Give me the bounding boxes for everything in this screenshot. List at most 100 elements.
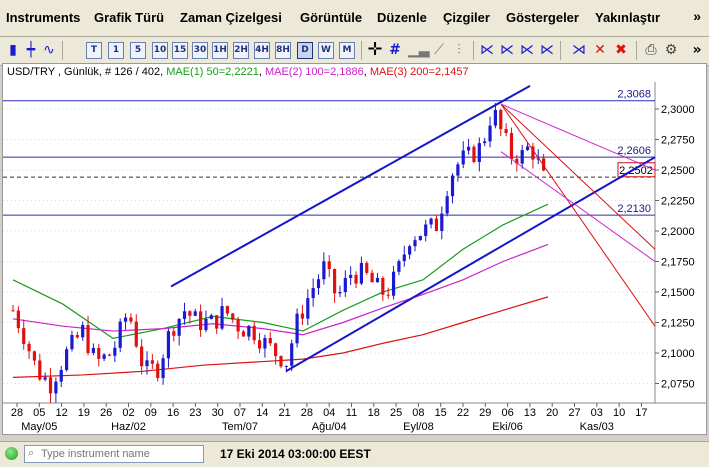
level-label: 2,2606 (617, 145, 651, 157)
timeframe-10m-button[interactable]: 10 (152, 42, 168, 59)
candle-up (91, 347, 95, 353)
mae1-line (12, 203, 549, 339)
y-tick-label: 2,2250 (661, 196, 695, 208)
select-drawing-icon[interactable]: ⋊ (572, 42, 586, 58)
toolbar-separator (473, 41, 474, 60)
timeframe-8h-button[interactable]: 8H (275, 42, 291, 59)
x-tick-label: 21 (278, 407, 290, 419)
volume-bars-icon[interactable]: ▁▃ (408, 42, 430, 58)
x-tick-label: 22 (457, 407, 469, 419)
toolbar: ▮ ┿ ∿ T 1 5 10 15 30 1H 2H 4H 8H D W M ✛… (0, 37, 709, 66)
candle-up (375, 277, 380, 283)
candle-down (257, 340, 262, 349)
timeframe-2h-button[interactable]: 2H (233, 42, 249, 59)
x-tick-label: 14 (256, 407, 268, 419)
menu-bar: Instruments Grafik Türü Zaman Çizelgesi … (0, 0, 709, 37)
timeframe-1m-button[interactable]: 1 (108, 42, 124, 59)
toolbar-separator (361, 41, 362, 60)
x-month-label: Eki/06 (492, 421, 523, 433)
timeframe-tick-button[interactable]: T (86, 42, 102, 59)
delete-drawing-icon[interactable]: ✕ (594, 42, 606, 58)
x-tick-label: 28 (301, 407, 313, 419)
x-tick-label: 16 (167, 407, 179, 419)
level-label: 2,3068 (617, 89, 651, 101)
candle-up (338, 292, 342, 294)
timeframe-30m-button[interactable]: 30 (192, 42, 208, 59)
candle-up (536, 158, 540, 160)
candle-down (11, 310, 15, 312)
candle-up (177, 318, 181, 336)
fan-line (500, 151, 656, 262)
x-tick-label: 17 (635, 407, 647, 419)
x-month-label: Ağu/04 (312, 421, 347, 433)
grid-icon[interactable]: # (389, 42, 401, 58)
candle-up (445, 196, 449, 214)
candle-up (450, 175, 455, 197)
candle-down (188, 311, 192, 316)
legend-mae1: MAE(1) 50=2,2221 (166, 66, 259, 78)
candle-down (236, 319, 240, 332)
connection-status-icon (5, 447, 18, 460)
x-tick-label: 03 (591, 407, 603, 419)
toolbar-overflow-icon[interactable]: » (692, 42, 702, 58)
fibonacci-time-icon[interactable]: ⋉ (540, 42, 554, 58)
candle-up (263, 337, 267, 349)
timeframe-daily-button[interactable]: D (297, 42, 313, 59)
candle-up (290, 343, 294, 366)
menu-instruments[interactable]: Instruments (6, 10, 81, 25)
menu-chart-type[interactable]: Grafik Türü (94, 10, 165, 25)
candle-up (284, 365, 288, 367)
fibonacci-fan-icon[interactable]: ⋉ (500, 42, 514, 58)
candle-up (65, 349, 69, 370)
candle-up (429, 218, 433, 225)
menu-overflow-icon[interactable]: » (693, 8, 701, 24)
chart-background (3, 64, 706, 434)
menu-timeframe[interactable]: Zaman Çizelgesi (180, 10, 282, 25)
menu-edit[interactable]: Düzenle (377, 10, 427, 25)
x-tick-label: 12 (55, 407, 67, 419)
crosshair-icon[interactable]: ✛ (367, 39, 383, 60)
bar-chart-icon[interactable]: ┿ (26, 42, 36, 58)
timeframe-1h-button[interactable]: 1H (212, 42, 228, 59)
candle-up (81, 325, 85, 338)
settings-icon[interactable]: ⚙ (664, 42, 678, 58)
menu-zoom[interactable]: Yakınlaştır (595, 10, 661, 25)
instrument-search[interactable]: ⌕ (24, 445, 204, 463)
candle-up (204, 318, 208, 331)
x-tick-label: 23 (189, 407, 201, 419)
line-chart-icon[interactable]: ∿ (43, 42, 55, 58)
candle-down (354, 274, 358, 284)
candlestick-chart-icon[interactable]: ▮ (9, 42, 17, 58)
candle-up (295, 313, 299, 344)
x-tick-label: 15 (435, 407, 447, 419)
candle-down (215, 315, 219, 329)
candle-down (333, 269, 337, 294)
timeframe-weekly-button[interactable]: W (318, 42, 334, 59)
timeframe-15m-button[interactable]: 15 (172, 42, 188, 59)
fibonacci-arc-icon[interactable]: ⋉ (520, 42, 534, 58)
pitchfork-tool-icon[interactable]: ⫶ (457, 42, 461, 58)
chart-panel[interactable]: USD/TRY , Günlük, # 126 / 402, MAE(1) 50… (2, 63, 707, 435)
y-tick-label: 2,2500 (661, 165, 695, 177)
x-tick-label: 25 (390, 407, 402, 419)
candle-up (440, 213, 444, 231)
candle-up (413, 240, 417, 247)
timeframe-5m-button[interactable]: 5 (130, 42, 146, 59)
fibonacci-tool-icon[interactable]: ⋉ (480, 42, 494, 58)
menu-lines[interactable]: Çizgiler (443, 10, 490, 25)
delete-all-icon[interactable]: ✖ (615, 42, 627, 58)
y-tick-label: 2,2750 (661, 135, 695, 147)
candle-up (322, 261, 326, 280)
candle-down (300, 313, 305, 319)
candle-up (359, 262, 363, 284)
moving-averages (12, 203, 549, 378)
print-icon[interactable]: ⎙ (645, 42, 657, 58)
menu-view[interactable]: Görüntüle (300, 10, 363, 25)
trend-tool-icon[interactable]: ⟋ (434, 42, 444, 58)
candle-up (182, 311, 187, 319)
menu-indicators[interactable]: Göstergeler (506, 10, 579, 25)
timeframe-4h-button[interactable]: 4H (254, 42, 270, 59)
timeframe-monthly-button[interactable]: M (339, 42, 355, 59)
instrument-search-input[interactable] (41, 447, 199, 461)
